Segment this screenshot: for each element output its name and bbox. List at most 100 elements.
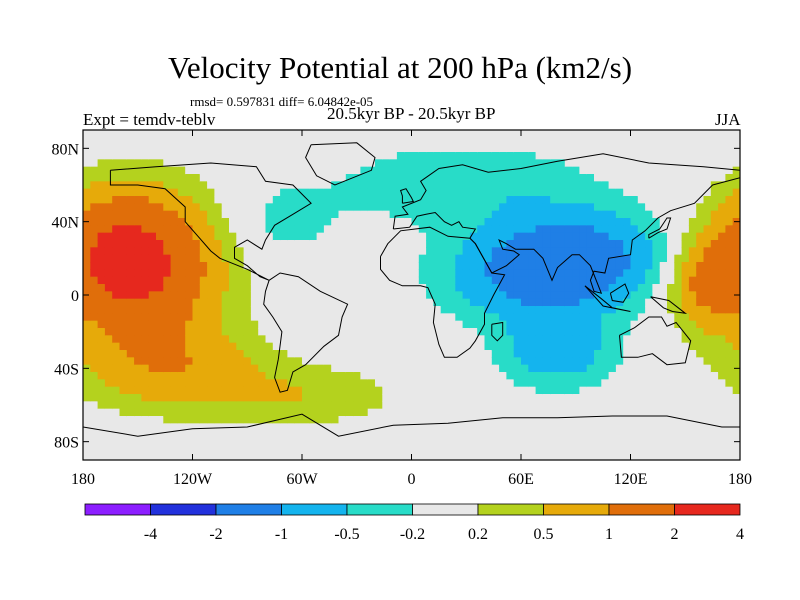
field-cell	[375, 306, 383, 314]
field-cell	[418, 159, 427, 168]
field-cell	[418, 232, 427, 241]
field-cell	[353, 247, 361, 256]
field-cell	[229, 203, 237, 212]
field-cell	[667, 210, 675, 219]
field-cell	[528, 218, 537, 226]
field-cell	[645, 430, 653, 439]
field-cell	[469, 386, 478, 395]
field-cell	[557, 144, 566, 153]
field-cell	[207, 225, 215, 234]
field-cell	[448, 262, 456, 270]
field-cell	[477, 320, 486, 329]
field-cell	[732, 203, 740, 212]
field-cell	[272, 357, 281, 366]
field-cell	[652, 188, 661, 197]
field-cell	[389, 364, 398, 373]
field-cell	[404, 445, 413, 454]
field-cell	[440, 130, 449, 138]
field-cell	[404, 159, 413, 168]
field-cell	[90, 379, 99, 388]
field-cell	[688, 225, 697, 234]
field-cell	[280, 430, 288, 439]
field-cell	[360, 152, 369, 160]
field-cell	[345, 174, 354, 182]
field-cell	[396, 342, 405, 351]
field-cell	[163, 188, 172, 197]
field-cell	[258, 408, 267, 417]
x-tick-label: 180	[71, 471, 95, 488]
field-cell	[659, 386, 668, 395]
field-cell	[396, 416, 405, 424]
field-cell	[83, 262, 91, 270]
field-cell	[732, 262, 740, 270]
field-cell	[448, 240, 456, 248]
field-cell	[382, 306, 391, 314]
field-cell	[440, 386, 449, 395]
field-cell	[90, 350, 99, 358]
field-cell	[535, 269, 544, 278]
field-cell	[294, 394, 303, 402]
field-cell	[455, 240, 464, 248]
field-cell	[207, 188, 215, 197]
field-cell	[185, 438, 194, 446]
field-cell	[411, 438, 420, 446]
field-cell	[316, 181, 325, 190]
field-cell	[491, 408, 500, 417]
field-cell	[126, 364, 135, 373]
field-cell	[90, 364, 99, 373]
field-cell	[469, 364, 478, 373]
field-cell	[681, 284, 690, 292]
field-cell	[302, 379, 310, 388]
field-cell	[608, 357, 617, 366]
field-cell	[185, 240, 194, 248]
field-cell	[725, 379, 734, 388]
field-cell	[667, 284, 675, 292]
field-cell	[331, 379, 340, 388]
field-cell	[469, 254, 478, 263]
field-cell	[177, 210, 186, 219]
field-cell	[141, 225, 150, 234]
field-cell	[594, 262, 602, 270]
field-cell	[83, 313, 91, 322]
field-cell	[243, 152, 252, 160]
field-cell	[579, 386, 588, 395]
field-cell	[623, 130, 632, 138]
field-cell	[177, 416, 186, 424]
field-cell	[192, 130, 201, 138]
field-cell	[491, 130, 500, 138]
field-cell	[696, 152, 705, 160]
field-cell	[440, 284, 449, 292]
field-cell	[572, 181, 580, 190]
field-cell	[674, 210, 683, 219]
field-cell	[594, 379, 602, 388]
field-cell	[265, 188, 274, 197]
field-cell	[236, 394, 245, 402]
field-cell	[528, 130, 537, 138]
field-cell	[199, 386, 208, 395]
chart-title: Velocity Potential at 200 hPa (km2/s)	[167, 50, 633, 85]
field-cell	[513, 335, 522, 344]
field-cell	[550, 262, 559, 270]
field-cell	[316, 130, 325, 138]
field-cell	[469, 342, 478, 351]
field-cell	[550, 423, 559, 432]
field-cell	[477, 350, 486, 358]
field-cell	[331, 386, 340, 395]
field-cell	[272, 210, 281, 219]
field-cell	[615, 174, 624, 182]
field-cell	[411, 262, 420, 270]
field-cell	[630, 306, 639, 314]
field-cell	[345, 335, 354, 344]
field-cell	[535, 130, 544, 138]
field-cell	[528, 247, 537, 256]
field-cell	[550, 137, 559, 146]
field-cell	[250, 408, 259, 417]
field-cell	[404, 174, 413, 182]
field-cell	[674, 284, 683, 292]
field-cell	[667, 408, 675, 417]
field-cell	[207, 408, 215, 417]
field-cell	[469, 372, 478, 380]
field-cell	[645, 210, 653, 219]
field-cell	[389, 210, 398, 219]
field-cell	[134, 445, 142, 454]
